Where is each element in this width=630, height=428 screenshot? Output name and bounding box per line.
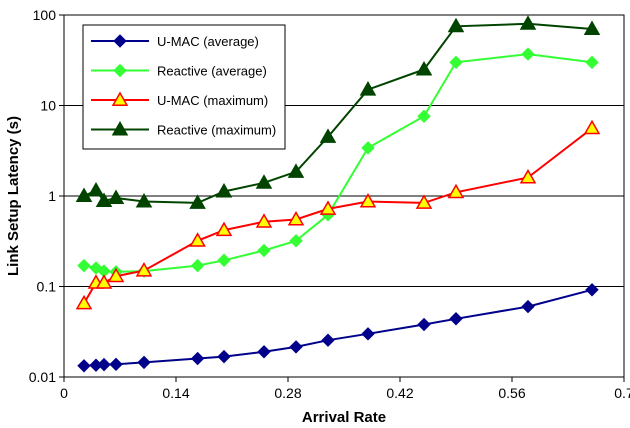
x-tick-label: 0.56 bbox=[498, 385, 525, 401]
legend-marker bbox=[113, 63, 127, 78]
legend-item: U-MAC (maximum) bbox=[91, 91, 268, 108]
data-point bbox=[215, 221, 233, 237]
legend-item: Reactive (maximum) bbox=[91, 120, 276, 138]
data-point bbox=[95, 192, 113, 208]
x-axis-title: Arrival Rate bbox=[302, 409, 386, 426]
data-point bbox=[255, 174, 273, 189]
data-point bbox=[289, 234, 303, 248]
data-point bbox=[415, 60, 433, 76]
data-point bbox=[287, 210, 305, 226]
legend-label: Reactive (average) bbox=[157, 64, 267, 79]
series-1 bbox=[77, 283, 599, 373]
data-point bbox=[87, 181, 105, 197]
data-point bbox=[189, 232, 206, 247]
x-tick-label: 0.7 bbox=[614, 385, 630, 401]
data-point bbox=[257, 243, 271, 258]
data-point bbox=[519, 169, 537, 184]
legend-label: Reactive (maximum) bbox=[157, 123, 276, 138]
data-point bbox=[319, 128, 337, 143]
data-point bbox=[287, 163, 305, 178]
data-point bbox=[135, 192, 153, 208]
data-point bbox=[521, 299, 535, 314]
data-point bbox=[137, 355, 151, 370]
series-4 bbox=[75, 15, 601, 209]
data-point bbox=[521, 47, 535, 61]
x-tick-label: 0.42 bbox=[386, 385, 413, 401]
data-point bbox=[135, 262, 153, 277]
data-point bbox=[449, 55, 463, 70]
data-point bbox=[97, 357, 111, 372]
y-tick-label: 0.1 bbox=[37, 279, 57, 295]
legend-marker bbox=[111, 120, 129, 136]
legend: U-MAC (average) Reactive (average) U-MAC (… bbox=[82, 24, 286, 150]
legend-marker bbox=[111, 91, 129, 106]
y-axis-title: Link Setup Latency (s) bbox=[5, 116, 22, 276]
legend-label: U-MAC (average) bbox=[157, 34, 259, 49]
legend-item: Reactive (average) bbox=[91, 64, 267, 79]
data-point bbox=[359, 192, 377, 208]
data-point bbox=[361, 141, 375, 155]
legend-label: U-MAC (maximum) bbox=[157, 93, 268, 108]
data-point bbox=[447, 183, 465, 199]
data-point bbox=[417, 317, 431, 332]
data-point bbox=[77, 359, 91, 373]
data-point bbox=[289, 340, 303, 354]
data-point bbox=[585, 283, 599, 297]
y-tick-label: 0.01 bbox=[29, 369, 56, 385]
data-point bbox=[447, 17, 465, 33]
data-point bbox=[415, 194, 433, 209]
data-point bbox=[107, 267, 125, 283]
data-point bbox=[217, 349, 231, 364]
y-tick-label: 1 bbox=[48, 188, 56, 204]
data-point bbox=[519, 15, 537, 30]
y-tick-label: 10 bbox=[40, 98, 56, 114]
data-point bbox=[583, 20, 601, 36]
legend-marker bbox=[113, 34, 127, 48]
data-point bbox=[217, 253, 231, 267]
x-tick-label: 0.14 bbox=[162, 385, 189, 401]
data-point bbox=[75, 187, 93, 202]
axes: 0.01 0.1 1 10 100 0 0.14 0.28 0.42 0.56 0.7 bbox=[29, 7, 630, 401]
data-point bbox=[190, 258, 205, 273]
x-tick-label: 0.28 bbox=[274, 385, 301, 401]
data-point bbox=[361, 327, 375, 341]
data-point bbox=[417, 109, 431, 123]
data-point bbox=[321, 333, 335, 347]
series-layer bbox=[75, 15, 601, 373]
data-point bbox=[255, 213, 273, 228]
y-tick-label: 100 bbox=[33, 7, 57, 23]
data-point bbox=[189, 194, 206, 209]
data-point bbox=[359, 81, 377, 96]
data-point bbox=[583, 119, 601, 135]
x-tick-label: 0 bbox=[60, 385, 68, 401]
data-point bbox=[107, 189, 125, 205]
data-point bbox=[257, 345, 271, 359]
data-point bbox=[75, 294, 93, 310]
series-3 bbox=[75, 119, 601, 310]
data-point bbox=[585, 55, 599, 70]
legend-item: U-MAC (average) bbox=[91, 34, 259, 49]
data-point bbox=[95, 274, 113, 289]
data-point bbox=[109, 357, 123, 372]
data-point bbox=[449, 312, 463, 326]
data-point bbox=[215, 183, 233, 198]
data-point bbox=[77, 258, 91, 273]
data-point bbox=[190, 351, 205, 366]
data-point bbox=[319, 200, 337, 215]
